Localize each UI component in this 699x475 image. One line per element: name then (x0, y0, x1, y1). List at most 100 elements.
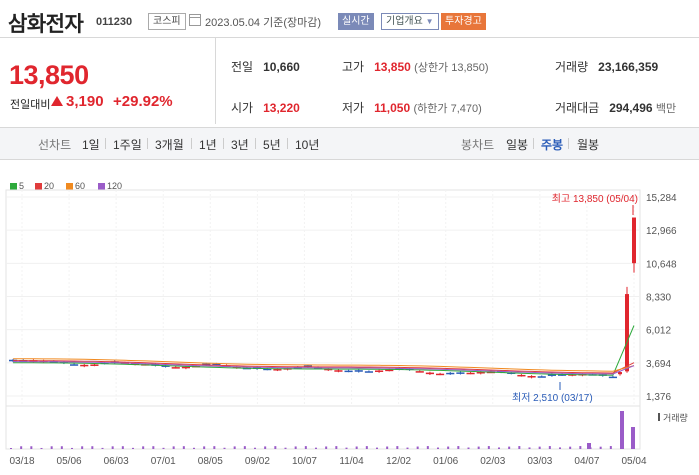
line-chart-label: 선차트 (38, 138, 72, 152)
period-3m[interactable]: 3개월 (155, 138, 184, 152)
volume-label-marker (658, 413, 660, 421)
change-rate: +29.92% (113, 93, 173, 110)
candle-weekly[interactable]: 주봉 (541, 138, 564, 152)
volume-bar (609, 446, 612, 449)
volume-bar (315, 447, 317, 449)
volume-bar (91, 446, 94, 449)
volume-bar (335, 446, 338, 449)
period-1y[interactable]: 1년 (199, 138, 217, 152)
stat-volume-value: 23,166,359 (598, 60, 659, 74)
period-1w[interactable]: 1주일 (113, 138, 142, 152)
stock-code: 011230 (96, 16, 133, 28)
stat-high-label: 고가 (342, 60, 365, 74)
header-divider (0, 37, 699, 38)
price-chart[interactable]: 15,284 12,966 10,648 8,330 6,012 3,694 1,376 03… (0, 160, 699, 475)
candle (70, 364, 79, 366)
divider (191, 138, 192, 149)
volume-bar (233, 446, 236, 449)
y-tick-label: 3,694 (646, 359, 671, 370)
stock-name: 삼화전자 (8, 13, 84, 36)
stat-prev-label: 전일 (231, 60, 254, 74)
candle (354, 370, 363, 372)
volume-bar (457, 446, 460, 449)
volume-bar (386, 446, 389, 449)
candle (456, 372, 465, 374)
volume-bar (508, 446, 511, 449)
candle (375, 370, 384, 372)
change-value: 3,190 (66, 93, 104, 110)
company-overview-button[interactable]: 기업개요 ▼ (381, 13, 439, 30)
x-tick-label: 03/18 (9, 456, 34, 467)
period-10y[interactable]: 10년 (295, 138, 320, 152)
volume-bar (477, 446, 480, 449)
volume-plot-frame (5, 405, 641, 450)
legend-ma20-swatch (35, 183, 42, 190)
candle (608, 376, 617, 379)
period-5y[interactable]: 5년 (263, 138, 281, 152)
realtime-button[interactable]: 실시간 (338, 13, 374, 30)
volume-bar (416, 446, 419, 449)
volume-bar (559, 447, 561, 449)
stat-amount-value: 294,496 (609, 101, 653, 115)
investment-warning-badge[interactable]: 투자경고 (441, 13, 486, 30)
stat-high-limit: (상한가 13,850) (414, 62, 489, 74)
stat-open: 시가 13,220 (231, 99, 300, 116)
legend-ma60: 60 (75, 181, 86, 191)
x-tick-label: 06/03 (104, 456, 129, 467)
volume-bar (599, 446, 602, 449)
candle (364, 371, 373, 373)
divider (223, 138, 224, 149)
volume-bar (579, 446, 582, 449)
candle (547, 374, 556, 376)
x-tick-label: 05/06 (57, 456, 82, 467)
volume-bar (620, 411, 624, 449)
x-tick-label: 11/04 (339, 456, 364, 467)
stat-low: 저가 11,050 (하한가 7,470) (342, 99, 482, 116)
y-tick-label: 15,284 (646, 193, 677, 204)
x-tick-label: 07/01 (151, 456, 176, 467)
ma120-line (13, 361, 635, 375)
legend-ma5: 5 (19, 181, 25, 191)
stat-volume-label: 거래량 (555, 60, 589, 74)
period-3y[interactable]: 3년 (231, 138, 249, 152)
ma60-line (13, 358, 635, 372)
divider (105, 138, 106, 149)
volume-bar (406, 447, 409, 449)
x-tick-label: 08/05 (198, 456, 223, 467)
quote-divider (215, 38, 216, 124)
volume-bar (304, 446, 307, 449)
period-1d[interactable]: 1일 (82, 138, 100, 152)
volume-bar (213, 446, 216, 449)
volume-bar (203, 446, 206, 449)
x-tick-label: 12/02 (386, 456, 411, 467)
volume-bar (538, 446, 541, 449)
volume-bar (487, 446, 490, 449)
divider (568, 138, 569, 149)
period-toolbar (0, 127, 699, 160)
calendar-icon (189, 14, 201, 26)
y-tick-label: 8,330 (646, 293, 671, 304)
volume-bar (111, 446, 114, 449)
y-tick-label: 10,648 (646, 259, 677, 270)
volume-bar (71, 447, 73, 449)
candle (425, 372, 434, 375)
volume-bar (396, 446, 399, 449)
legend-ma60-swatch (66, 183, 73, 190)
ma20-line (13, 360, 635, 374)
divider (287, 138, 288, 149)
base-date: 2023.05.04 기준(장마감) (205, 17, 322, 29)
ma5-line (13, 325, 635, 376)
stat-prev-value: 10,660 (263, 60, 300, 74)
volume-bar (284, 447, 287, 449)
candle (632, 217, 636, 264)
candle (344, 370, 353, 373)
low-annotation: 최저 2,510 (03/17) (512, 392, 593, 404)
candle-daily[interactable]: 일봉 (506, 138, 529, 152)
volume-bar (50, 446, 53, 449)
candle-monthly[interactable]: 월봉 (577, 138, 600, 152)
volume-bar (10, 448, 12, 449)
candle (625, 294, 629, 372)
legend-ma5-swatch (10, 183, 17, 190)
candle (161, 365, 170, 367)
up-arrow-icon (51, 96, 63, 106)
